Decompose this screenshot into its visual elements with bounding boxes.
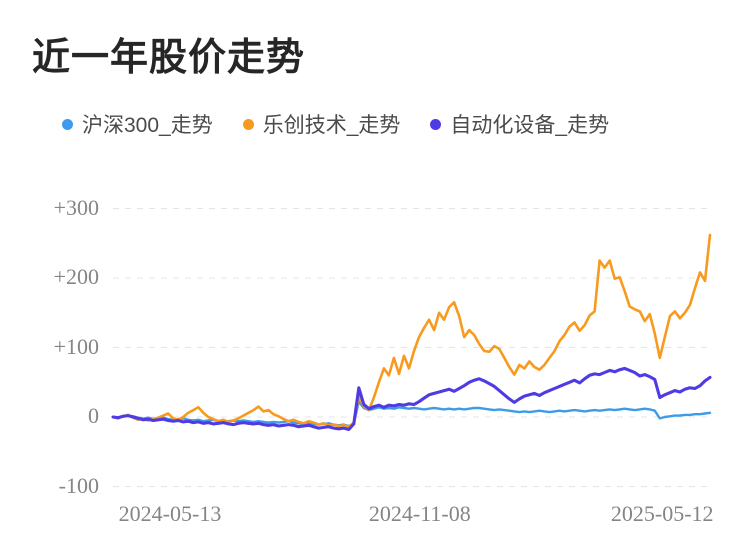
y-axis-label-+100: +100 (53, 333, 99, 359)
y-axis-label-+300: +300 (53, 194, 99, 220)
y-axis-label--100: -100 (58, 472, 99, 498)
automation-line (111, 366, 712, 432)
hs300-legend-dot-icon (62, 118, 73, 130)
lechuang-line (111, 233, 712, 429)
automation-legend-dot-icon (430, 118, 442, 130)
x-axis-label-1: 2024-11-08 (368, 501, 471, 526)
legend-item-hs300[interactable]: 沪深300_走势 (62, 109, 213, 139)
x-axis-label-0: 2024-05-13 (118, 501, 222, 526)
y-axis-label-+200: +200 (53, 264, 99, 289)
legend-label-automation: 自动化设备_走势 (450, 114, 610, 137)
y-axis-label-0: 0 (88, 403, 99, 428)
x-axis-label-2: 2025-05-12 (610, 501, 714, 526)
legend-item-automation[interactable]: 自动化设备_走势 (430, 109, 609, 139)
chart-legend: 沪深300_走势 乐创技术_走势 自动化设备_走势 (62, 109, 609, 139)
legend-item-lechuang[interactable]: 乐创技术_走势 (242, 109, 401, 139)
lechuang-legend-dot-icon (242, 118, 254, 130)
legend-label-lechuang: 乐创技术_走势 (262, 114, 401, 137)
chart-title: 近一年股价走势 (32, 37, 306, 79)
legend-label-hs300: 沪深300_走势 (82, 114, 213, 137)
